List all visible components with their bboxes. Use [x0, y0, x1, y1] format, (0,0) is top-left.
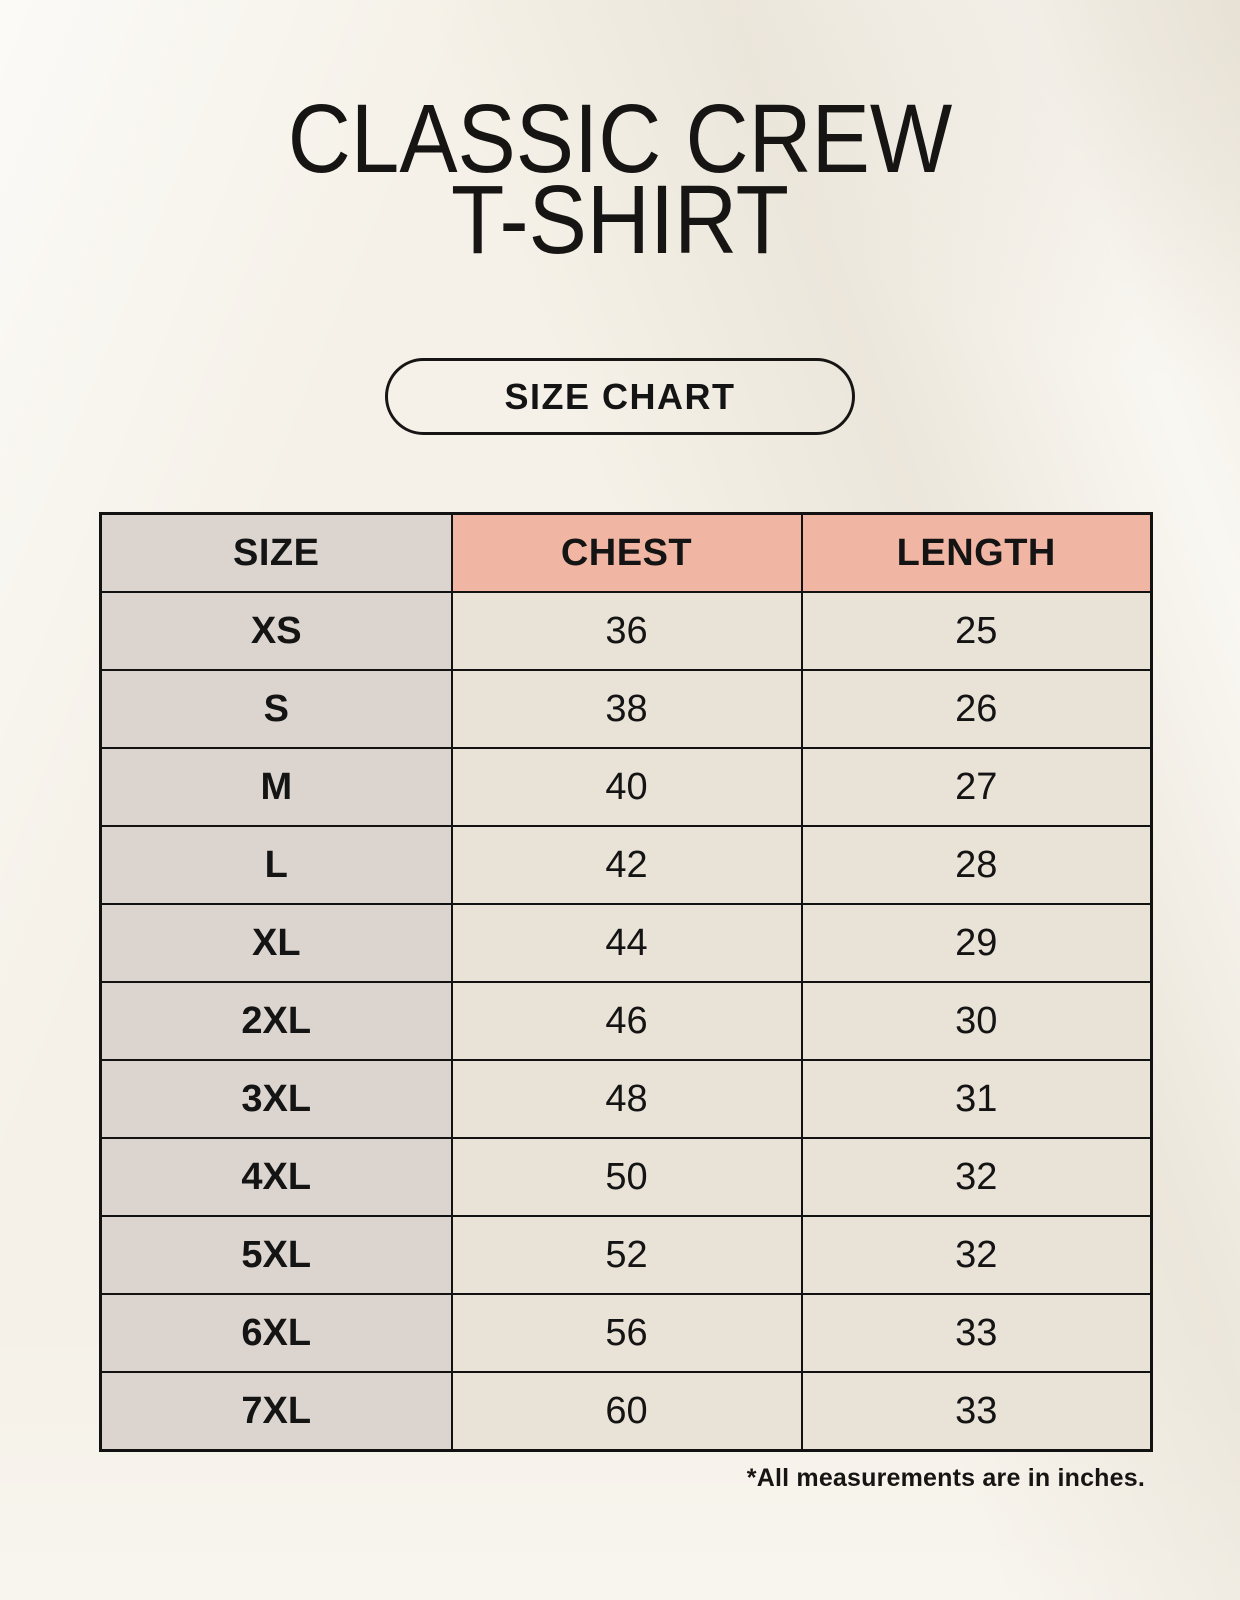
length-cell: 26	[800, 669, 1153, 749]
chest-cell: 40	[450, 747, 803, 827]
size-cell: 4XL	[99, 1137, 453, 1217]
column-header-chest: CHEST	[450, 512, 803, 593]
page-title: CLASSIC CREW T-SHIRT	[62, 84, 1178, 274]
table-row: 3XL 48 31	[99, 1059, 1153, 1139]
size-chart-table-container: SIZE CHEST LENGTH XS 36 25 S 38 26 M 40 …	[99, 512, 1153, 1452]
table-row: 7XL 60 33	[99, 1371, 1153, 1452]
chest-cell: 46	[450, 981, 803, 1061]
chest-cell: 42	[450, 825, 803, 905]
chest-cell: 50	[450, 1137, 803, 1217]
table-row: 2XL 46 30	[99, 981, 1153, 1061]
page-title-line-1: CLASSIC CREW	[287, 84, 953, 193]
size-cell: XS	[99, 591, 453, 671]
size-cell: XL	[99, 903, 453, 983]
length-cell: 33	[800, 1293, 1153, 1373]
size-cell: M	[99, 747, 453, 827]
table-row: XL 44 29	[99, 903, 1153, 983]
size-cell: L	[99, 825, 453, 905]
size-cell: 2XL	[99, 981, 453, 1061]
table-row: M 40 27	[99, 747, 1153, 827]
length-cell: 30	[800, 981, 1153, 1061]
chest-cell: 48	[450, 1059, 803, 1139]
size-cell: S	[99, 669, 453, 749]
chest-cell: 56	[450, 1293, 803, 1373]
size-cell: 3XL	[99, 1059, 453, 1139]
size-chart-table: SIZE CHEST LENGTH XS 36 25 S 38 26 M 40 …	[99, 512, 1153, 1452]
table-row: L 42 28	[99, 825, 1153, 905]
length-cell: 31	[800, 1059, 1153, 1139]
chest-cell: 52	[450, 1215, 803, 1295]
chest-cell: 38	[450, 669, 803, 749]
length-cell: 29	[800, 903, 1153, 983]
size-cell: 6XL	[99, 1293, 453, 1373]
size-chart-button[interactable]: SIZE CHART	[385, 358, 855, 435]
size-chart-button-label: SIZE CHART	[504, 375, 736, 417]
table-row: 5XL 52 32	[99, 1215, 1153, 1295]
length-cell: 28	[800, 825, 1153, 905]
column-header-size: SIZE	[99, 512, 453, 593]
length-cell: 25	[800, 591, 1153, 671]
length-cell: 27	[800, 747, 1153, 827]
table-row: XS 36 25	[99, 591, 1153, 671]
chest-cell: 36	[450, 591, 803, 671]
table-row: S 38 26	[99, 669, 1153, 749]
length-cell: 32	[800, 1137, 1153, 1217]
length-cell: 32	[800, 1215, 1153, 1295]
size-cell: 5XL	[99, 1215, 453, 1295]
measurements-footnote: *All measurements are in inches.	[746, 1464, 1145, 1492]
size-cell: 7XL	[99, 1371, 453, 1452]
chest-cell: 44	[450, 903, 803, 983]
table-header-row: SIZE CHEST LENGTH	[99, 512, 1153, 593]
column-header-length: LENGTH	[800, 512, 1153, 593]
table-row: 6XL 56 33	[99, 1293, 1153, 1373]
table-row: 4XL 50 32	[99, 1137, 1153, 1217]
page-title-line-2: T-SHIRT	[451, 165, 789, 274]
length-cell: 33	[800, 1371, 1153, 1452]
chest-cell: 60	[450, 1371, 803, 1452]
